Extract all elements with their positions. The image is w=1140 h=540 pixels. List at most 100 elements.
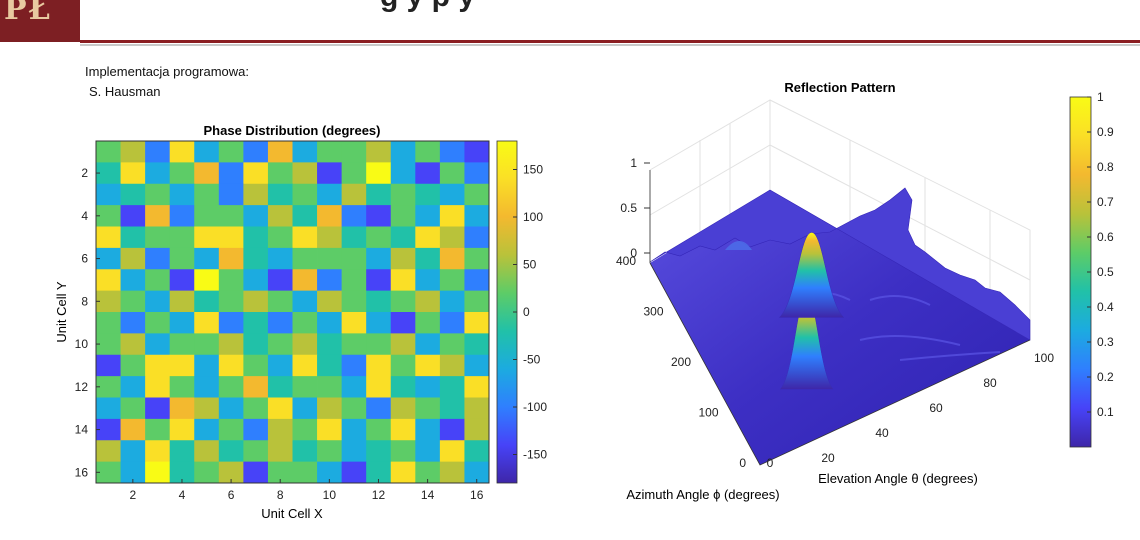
heatmap-cells (96, 141, 490, 484)
heatmap-cell (267, 205, 293, 227)
heatmap-cell (218, 183, 244, 206)
heatmap-cell (415, 333, 441, 356)
heatmap-cell (317, 247, 343, 270)
heatmap-cell (366, 290, 392, 313)
heatmap-cell (292, 183, 318, 206)
heatmap-cell (243, 226, 269, 249)
heatmap-cell (415, 205, 441, 227)
heatmap-cell (120, 269, 146, 292)
surface-y-tick-label: 0 (739, 456, 746, 470)
heatmap-cell (341, 290, 367, 313)
heatmap-cell (267, 354, 293, 377)
heatmap-cell (169, 418, 195, 441)
heatmap-cell (292, 162, 318, 185)
heatmap-cell (243, 312, 269, 334)
heatmap-cell (464, 312, 490, 334)
heatmap-cell (390, 162, 416, 185)
surface-y-label: Azimuth Angle ϕ (degrees) (626, 487, 779, 502)
heatmap-cell (390, 440, 416, 463)
heatmap-x-tick-label: 16 (470, 488, 484, 502)
reflection-colorbar-tick-label: 0.5 (1097, 265, 1114, 279)
heatmap-x-label: Unit Cell X (261, 506, 323, 521)
heatmap-cell (267, 418, 293, 441)
heatmap-y-tick-label: 10 (75, 337, 89, 351)
phase-colorbar-tick-label: -50 (523, 353, 541, 367)
heatmap-cell (439, 226, 465, 249)
heatmap-cell (194, 269, 220, 292)
heatmap-cell (120, 333, 146, 356)
heatmap-cell (366, 376, 392, 398)
surface-peaks (778, 232, 845, 390)
heatmap-cell (341, 376, 367, 398)
heatmap-cell (243, 183, 269, 206)
heatmap-cell (317, 141, 343, 163)
heatmap-cell (120, 290, 146, 313)
heatmap-cell (96, 183, 121, 206)
heatmap-cell (243, 141, 269, 163)
surface-x-tick-label: 60 (929, 401, 943, 415)
heatmap-cell (439, 183, 465, 206)
heatmap-cell (341, 141, 367, 163)
heatmap-cell (194, 440, 220, 463)
reflection-colorbar-ticks: 1 0.9 0.8 0.7 0.6 0.5 0.4 0.3 0.2 0.1 (1087, 90, 1114, 419)
heatmap-cell (194, 333, 220, 356)
heatmap-cell (464, 183, 490, 206)
heatmap-cell (96, 397, 121, 420)
heatmap-cell (366, 162, 392, 185)
heatmap-cell (464, 290, 490, 313)
heatmap-cell (415, 141, 441, 163)
heatmap-cell (218, 247, 244, 270)
heatmap-cell (439, 440, 465, 463)
heatmap-cell (292, 418, 318, 441)
heatmap-cell (292, 397, 318, 420)
heatmap-cell (96, 247, 121, 270)
heatmap-cell (292, 290, 318, 313)
heatmap-cell (317, 312, 343, 334)
phase-colorbar-tick-label: 150 (523, 163, 543, 177)
heatmap-cell (390, 312, 416, 334)
surface-elevation-ticks: 0 20 40 60 80 100 (767, 351, 1055, 470)
heatmap-cell (169, 354, 195, 377)
heatmap-cell (464, 376, 490, 398)
heatmap-y-tick-label: 8 (81, 294, 88, 308)
heatmap-cell (341, 312, 367, 334)
heatmap-cell (243, 461, 269, 484)
heatmap-cell (120, 141, 146, 163)
heatmap-cell (415, 269, 441, 292)
heatmap-cell (194, 397, 220, 420)
heatmap-cell (292, 247, 318, 270)
heatmap-cell (267, 440, 293, 463)
heatmap-cell (243, 333, 269, 356)
surface-y-tick-label: 300 (643, 305, 663, 319)
surface-small-hump (725, 241, 752, 250)
heatmap-cell (194, 354, 220, 377)
heatmap-cell (464, 269, 490, 292)
heatmap-cell (218, 376, 244, 398)
heatmap-cell (292, 269, 318, 292)
heatmap-cell (317, 333, 343, 356)
heatmap-cell (169, 397, 195, 420)
surface-x-tick-label: 80 (983, 376, 997, 390)
heatmap-cell (267, 269, 293, 292)
heatmap-cell (317, 397, 343, 420)
heatmap-cell (145, 183, 171, 206)
header-rule-shadow (80, 44, 1140, 46)
surface-floor (650, 190, 1030, 465)
heatmap-cell (145, 333, 171, 356)
header-rule (80, 40, 1140, 43)
heatmap-cell (464, 205, 490, 227)
heatmap-cell (243, 162, 269, 185)
heatmap-cell (145, 269, 171, 292)
heatmap-cell (218, 269, 244, 292)
heatmap-cell (390, 397, 416, 420)
surface-x-label: Elevation Angle θ (degrees) (818, 471, 978, 486)
heatmap-cell (366, 269, 392, 292)
heatmap-cell (317, 290, 343, 313)
heatmap-cell (292, 376, 318, 398)
heatmap-cell (390, 354, 416, 377)
heatmap-cell (317, 354, 343, 377)
heatmap-cell (145, 418, 171, 441)
heatmap-x-tick-label: 2 (130, 488, 137, 502)
heatmap-cell (415, 440, 441, 463)
heatmap-cell (390, 226, 416, 249)
